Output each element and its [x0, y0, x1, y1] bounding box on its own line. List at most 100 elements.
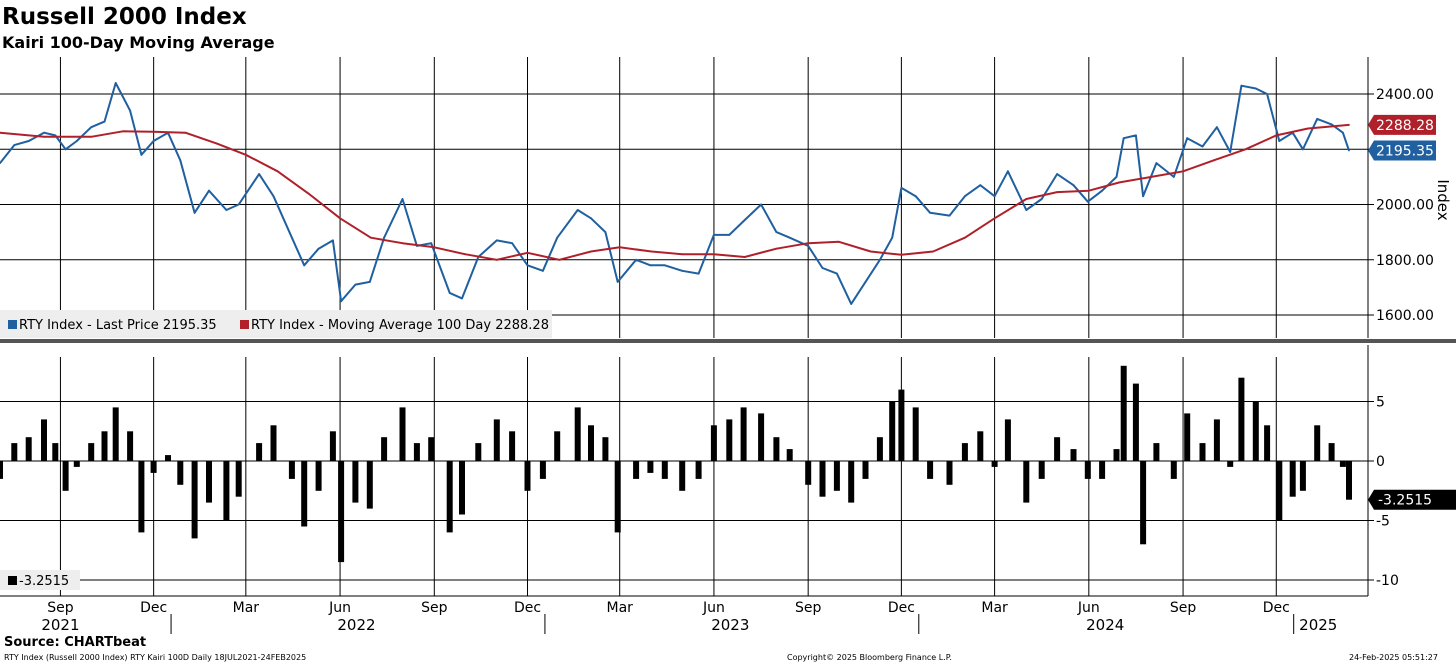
price-point [90, 126, 93, 129]
chart-subtitle: Kairi 100-Day Moving Average [2, 33, 275, 52]
kairi-bar [819, 461, 826, 497]
price-point [681, 269, 684, 272]
kairi-bar [0, 461, 3, 479]
x-tick-label-month: Dec [888, 600, 915, 616]
price-point [1101, 189, 1103, 192]
moving-average-point [900, 253, 903, 256]
legend-label-price: RTY Index - Last Price 2195.35 [19, 318, 217, 333]
price-point [1086, 200, 1089, 203]
moving-average-point [590, 250, 592, 253]
price-last-value-tag: 2195.35 [1376, 144, 1434, 160]
moving-average-point [1212, 159, 1215, 162]
kairi-bar [647, 461, 654, 473]
price-point [556, 236, 559, 239]
price-point [964, 195, 966, 198]
price-point [760, 203, 762, 206]
price-point [1266, 93, 1268, 95]
kairi-bar [602, 437, 609, 461]
kairi-bar [177, 461, 184, 485]
moving-average-point [1150, 176, 1153, 178]
x-tick-label-year: 2025 [1299, 616, 1337, 634]
kairi-bar [446, 461, 453, 533]
price-point [713, 234, 715, 236]
kairi-bar [889, 401, 896, 461]
moving-average-point [869, 250, 872, 253]
kairi-bar [235, 461, 242, 497]
kairi-bar [1038, 461, 1045, 479]
price-point [317, 247, 320, 250]
price-point [879, 258, 881, 261]
moving-average-point [339, 217, 341, 220]
price-point [1342, 131, 1344, 134]
price-point [900, 187, 903, 189]
kairi-bar [509, 431, 516, 462]
y-axis-label: Index [1434, 179, 1452, 220]
kairi-last-value-tag: -3.2515 [1378, 493, 1432, 509]
kairi-bar [206, 461, 212, 503]
kairi-bar [1113, 449, 1120, 461]
footer-security: RTY Index (Russell 2000 Index) RTY Kairi… [4, 653, 307, 662]
price-point [461, 297, 463, 300]
kairi-bar [493, 419, 500, 461]
legend-swatch-kairi [8, 576, 17, 585]
kairi-bar [1199, 443, 1206, 461]
price-point [891, 236, 894, 239]
kairi-bar [381, 437, 388, 461]
kairi-bar [539, 461, 546, 479]
moving-average-point [1307, 127, 1309, 130]
price-point [616, 281, 619, 283]
kairi-bar [1276, 461, 1283, 521]
moving-average-point [993, 217, 996, 220]
kairi-bar [1227, 461, 1234, 467]
x-tick-label-month: Sep [421, 600, 448, 616]
kairi-bar [73, 461, 80, 467]
price-point [929, 211, 931, 214]
kairi-bar [912, 407, 919, 461]
moving-average-point [90, 135, 93, 138]
price-point [1278, 140, 1281, 142]
kairi-bar [633, 461, 640, 479]
kairi-bar [661, 461, 668, 479]
kairi-bar [1084, 461, 1091, 479]
moving-average-point [122, 130, 124, 133]
moving-average-point [307, 192, 310, 195]
price-point [495, 239, 498, 242]
kairi-bar [786, 449, 793, 461]
kairi-bar [946, 461, 953, 485]
price-point [590, 217, 592, 220]
price-line [0, 82, 1350, 305]
price-point [742, 220, 745, 223]
source-note: Source: CHARTbeat [4, 635, 147, 650]
kairi-bar [88, 443, 95, 461]
kairi-bar [11, 443, 18, 461]
price-point [303, 264, 306, 267]
moving-average-point [276, 170, 279, 173]
kairi-bar [366, 461, 373, 509]
price-point [1072, 184, 1075, 187]
moving-average-point [1056, 191, 1058, 194]
moving-average-point [618, 246, 621, 249]
x-tick-label-year: 2024 [1086, 616, 1124, 634]
kairi-bar [588, 425, 594, 461]
kairi-bar [740, 407, 747, 461]
kairi-bar [679, 461, 686, 491]
price-point [864, 281, 867, 283]
price-point [836, 272, 838, 275]
moving-average-point [184, 131, 187, 134]
kairi-bar [876, 437, 883, 461]
kairi-bar [726, 419, 733, 461]
moving-average-point [1275, 134, 1278, 137]
moving-average-point [495, 258, 498, 261]
x-tick-label-month: Dec [1263, 600, 1290, 616]
kairi-bar [554, 431, 561, 462]
moving-average-point [433, 246, 436, 249]
y-tick-label: 2000.00 [1376, 198, 1434, 214]
kairi-bar [1264, 425, 1271, 461]
price-point [649, 264, 652, 267]
moving-average-point [1244, 148, 1247, 151]
kairi-bar [898, 389, 905, 461]
kairi-bar [338, 461, 345, 563]
price-point [604, 231, 607, 234]
y-tick-label: 0 [1376, 454, 1385, 470]
kairi-bar [52, 443, 59, 461]
